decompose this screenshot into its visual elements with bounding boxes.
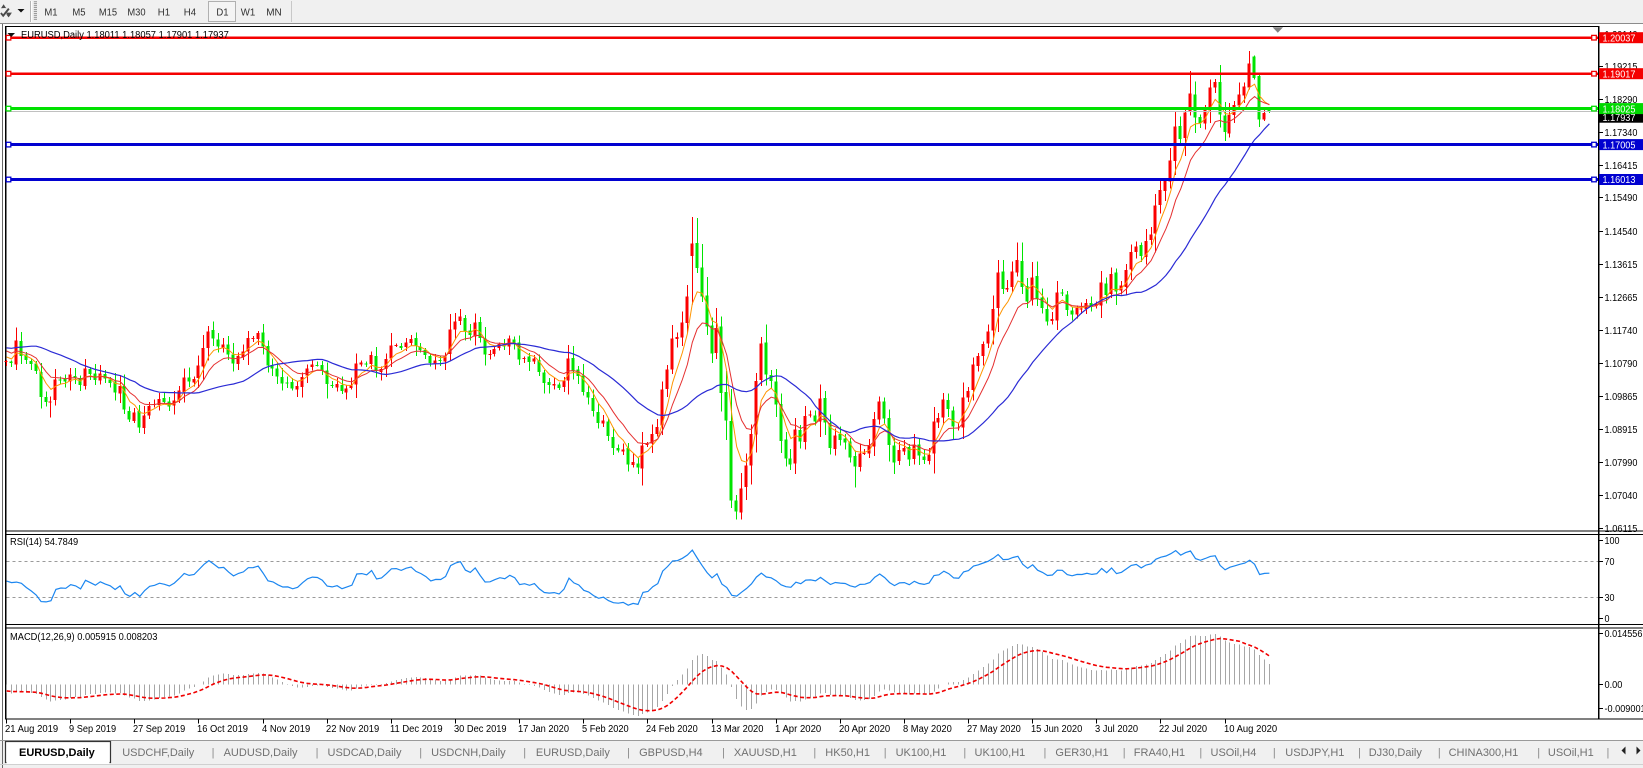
svg-text:1.07990: 1.07990 bbox=[1605, 458, 1638, 469]
svg-text:|: | bbox=[1358, 747, 1361, 759]
svg-text:1.07040: 1.07040 bbox=[1605, 491, 1638, 502]
svg-text:-0.0090018: -0.0090018 bbox=[1605, 704, 1643, 715]
svg-text:21 Aug 2019: 21 Aug 2019 bbox=[5, 724, 59, 735]
svg-text:1.19215: 1.19215 bbox=[1605, 62, 1638, 73]
svg-text:M15: M15 bbox=[99, 8, 118, 19]
svg-text:GBPUSD,H4: GBPUSD,H4 bbox=[639, 747, 703, 759]
svg-text:|: | bbox=[419, 747, 422, 759]
svg-text:22 Jul 2020: 22 Jul 2020 bbox=[1159, 724, 1207, 735]
svg-text:1.11740: 1.11740 bbox=[1605, 326, 1638, 337]
svg-text:USOil,H4: USOil,H4 bbox=[1211, 747, 1257, 759]
svg-text:1.18290: 1.18290 bbox=[1605, 95, 1638, 106]
svg-text:USOil,H1: USOil,H1 bbox=[1548, 747, 1594, 759]
svg-text:1.10790: 1.10790 bbox=[1605, 359, 1638, 370]
svg-text:1.08915: 1.08915 bbox=[1605, 425, 1638, 436]
svg-text:1.14540: 1.14540 bbox=[1605, 227, 1638, 238]
svg-text:M5: M5 bbox=[72, 8, 86, 19]
svg-text:1.13615: 1.13615 bbox=[1605, 260, 1638, 271]
svg-text:22 Nov 2019: 22 Nov 2019 bbox=[326, 724, 380, 735]
svg-text:1.17937: 1.17937 bbox=[1603, 113, 1636, 124]
svg-text:15 Jun 2020: 15 Jun 2020 bbox=[1031, 724, 1083, 735]
svg-text:EURUSD,Daily: EURUSD,Daily bbox=[19, 747, 96, 759]
svg-text:|: | bbox=[1438, 747, 1441, 759]
svg-text:FRA40,H1: FRA40,H1 bbox=[1134, 747, 1185, 759]
svg-text:M30: M30 bbox=[127, 8, 146, 19]
svg-text:13 Mar 2020: 13 Mar 2020 bbox=[711, 724, 764, 735]
svg-text:|: | bbox=[316, 747, 319, 759]
svg-text:UK100,H1: UK100,H1 bbox=[975, 747, 1026, 759]
svg-text:27 Sep 2019: 27 Sep 2019 bbox=[133, 724, 186, 735]
svg-text:|: | bbox=[1537, 747, 1540, 759]
svg-text:USDCAD,Daily: USDCAD,Daily bbox=[328, 747, 402, 759]
svg-text:|: | bbox=[884, 747, 887, 759]
svg-text:|: | bbox=[1607, 747, 1610, 759]
svg-text:|: | bbox=[212, 747, 215, 759]
svg-text:USDCHF,Daily: USDCHF,Daily bbox=[122, 747, 195, 759]
svg-text:5 Feb 2020: 5 Feb 2020 bbox=[582, 724, 629, 735]
svg-text:|: | bbox=[1273, 747, 1276, 759]
svg-text:1.15490: 1.15490 bbox=[1605, 193, 1638, 204]
svg-text:1.20037: 1.20037 bbox=[1603, 33, 1636, 44]
svg-text:24 Feb 2020: 24 Feb 2020 bbox=[646, 724, 698, 735]
svg-text:1.16415: 1.16415 bbox=[1605, 161, 1638, 172]
svg-text:CHINA300,H1: CHINA300,H1 bbox=[1449, 747, 1519, 759]
svg-text:1.19017: 1.19017 bbox=[1603, 69, 1636, 80]
svg-text:4 Nov 2019: 4 Nov 2019 bbox=[262, 724, 311, 735]
svg-text:W1: W1 bbox=[241, 8, 256, 19]
svg-text:16 Oct 2019: 16 Oct 2019 bbox=[197, 724, 248, 735]
svg-text:70: 70 bbox=[1605, 557, 1615, 568]
svg-text:1 Apr 2020: 1 Apr 2020 bbox=[775, 724, 822, 735]
svg-text:USDJPY,H1: USDJPY,H1 bbox=[1285, 747, 1344, 759]
svg-text:9 Sep 2019: 9 Sep 2019 bbox=[69, 724, 117, 735]
svg-text:MACD(12,26,9) 0.005915 0.00820: MACD(12,26,9) 0.005915 0.008203 bbox=[10, 632, 158, 643]
svg-text:8 May 2020: 8 May 2020 bbox=[903, 724, 952, 735]
svg-text:1.18025: 1.18025 bbox=[1603, 104, 1636, 115]
svg-text:17 Jan 2020: 17 Jan 2020 bbox=[518, 724, 569, 735]
svg-text:30: 30 bbox=[1605, 593, 1615, 604]
svg-text:HK50,H1: HK50,H1 bbox=[825, 747, 870, 759]
svg-text:H1: H1 bbox=[158, 8, 171, 19]
svg-text:USDCNH,Daily: USDCNH,Daily bbox=[431, 747, 506, 759]
svg-text:11 Dec 2019: 11 Dec 2019 bbox=[390, 724, 443, 735]
svg-text:1.06115: 1.06115 bbox=[1605, 524, 1638, 535]
svg-text:1.16013: 1.16013 bbox=[1603, 175, 1636, 186]
svg-text:1.17340: 1.17340 bbox=[1605, 128, 1638, 139]
svg-text:|: | bbox=[963, 747, 966, 759]
svg-text:3 Jul 2020: 3 Jul 2020 bbox=[1095, 724, 1139, 735]
svg-text:20 Apr 2020: 20 Apr 2020 bbox=[839, 724, 891, 735]
svg-text:|: | bbox=[1199, 747, 1202, 759]
svg-text:DJ30,Daily: DJ30,Daily bbox=[1369, 747, 1423, 759]
svg-text:AUDUSD,Daily: AUDUSD,Daily bbox=[224, 747, 298, 759]
svg-text:|: | bbox=[722, 747, 725, 759]
svg-text:1.09865: 1.09865 bbox=[1605, 392, 1638, 403]
svg-text:0.00: 0.00 bbox=[1605, 680, 1623, 691]
svg-text:1.17005: 1.17005 bbox=[1603, 140, 1636, 151]
svg-text:EURUSD,Daily: EURUSD,Daily bbox=[536, 747, 610, 759]
svg-text:MN: MN bbox=[266, 8, 282, 19]
svg-text:|: | bbox=[1123, 747, 1126, 759]
svg-text:|: | bbox=[813, 747, 816, 759]
svg-text:|: | bbox=[523, 747, 526, 759]
svg-text:H4: H4 bbox=[184, 8, 197, 19]
svg-text:XAUUSD,H1: XAUUSD,H1 bbox=[734, 747, 797, 759]
svg-text:0.014556: 0.014556 bbox=[1605, 629, 1643, 640]
svg-text:M1: M1 bbox=[44, 8, 58, 19]
svg-text:D1: D1 bbox=[216, 8, 229, 19]
svg-text:GER30,H1: GER30,H1 bbox=[1055, 747, 1108, 759]
svg-text:|: | bbox=[1044, 747, 1047, 759]
svg-text:10 Aug 2020: 10 Aug 2020 bbox=[1224, 724, 1278, 735]
svg-text:UK100,H1: UK100,H1 bbox=[896, 747, 947, 759]
svg-text:EURUSD,Daily 1.18011 1.18057 1: EURUSD,Daily 1.18011 1.18057 1.17901 1.1… bbox=[21, 30, 229, 41]
svg-text:30 Dec 2019: 30 Dec 2019 bbox=[454, 724, 507, 735]
svg-text:100: 100 bbox=[1605, 536, 1620, 547]
svg-text:|: | bbox=[627, 747, 630, 759]
svg-text:RSI(14) 54.7849: RSI(14) 54.7849 bbox=[10, 537, 79, 548]
svg-text:0: 0 bbox=[1605, 614, 1610, 625]
svg-text:27 May 2020: 27 May 2020 bbox=[967, 724, 1021, 735]
svg-text:1.12665: 1.12665 bbox=[1605, 293, 1638, 304]
